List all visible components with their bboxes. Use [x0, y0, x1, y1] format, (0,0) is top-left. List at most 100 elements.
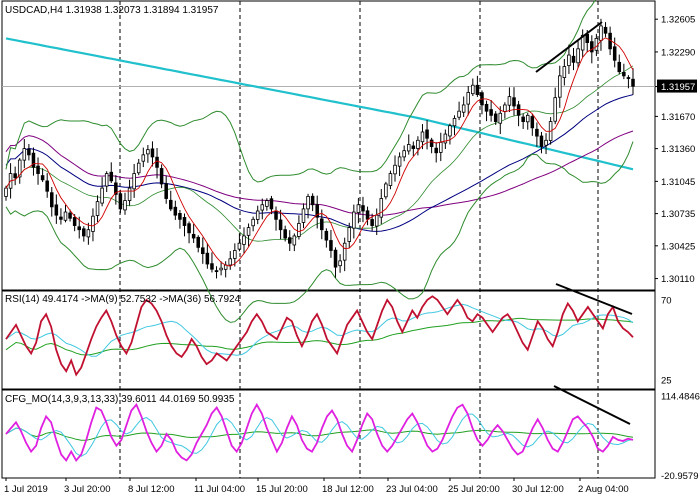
candle-body-17 [82, 228, 86, 237]
candle-body-52 [242, 235, 246, 245]
candle-body-43 [201, 247, 205, 255]
candle-79 [365, 206, 370, 226]
rsi-tick-label-1: 25 [661, 376, 672, 387]
candle-body-28 [132, 173, 136, 190]
candle-body-78 [361, 205, 365, 212]
candle-56 [260, 198, 265, 220]
candle-60 [278, 209, 283, 240]
candle-37 [173, 200, 178, 220]
candle-95 [439, 132, 443, 162]
candle-52 [242, 227, 246, 254]
candle-42 [196, 235, 200, 253]
rsi-ma36-line [5, 317, 634, 356]
candle-87 [402, 145, 406, 162]
ma-fast-line [5, 37, 634, 267]
time-tick-label-3: 11 Jul 04:00 [194, 484, 245, 495]
candle-body-31 [146, 149, 150, 155]
candle-body-105 [484, 103, 489, 112]
candle-body-71 [329, 240, 333, 251]
time-tick-label-0: 1 Jul 2019 [4, 484, 48, 495]
time-tick-label-5: 18 Jul 12:00 [322, 484, 374, 495]
candle-body-56 [260, 204, 265, 211]
candle-body-136 [626, 77, 631, 79]
candle-body-65 [301, 208, 306, 223]
candle-75 [347, 222, 352, 249]
candle-body-122 [562, 66, 567, 78]
candle-body-9 [45, 180, 49, 192]
candle-120 [553, 87, 557, 125]
candle-body-2 [13, 173, 17, 179]
price-tick-label-0: 1.32605 [661, 15, 695, 26]
candle-body-51 [237, 242, 242, 250]
time-tick-label-1: 3 Jul 20:00 [64, 484, 110, 495]
candle-133 [612, 37, 617, 68]
cfg-tick-label-0: 114.4846 [661, 392, 700, 403]
candle-15 [72, 214, 77, 232]
candle-84 [388, 170, 393, 190]
ma-long-line [5, 37, 634, 171]
candle-body-59 [274, 210, 278, 220]
candle-body-54 [251, 218, 255, 227]
candle-118 [544, 133, 548, 155]
candle-body-53 [246, 227, 251, 236]
candle-body-35 [164, 183, 168, 199]
candle-body-12 [59, 216, 63, 220]
candle-body-26 [123, 200, 127, 211]
current-price-label: 1.31957 [661, 82, 695, 93]
candle-body-96 [443, 133, 448, 144]
candle-body-36 [168, 199, 173, 210]
candle-body-111 [512, 97, 516, 107]
candle-124 [571, 48, 576, 71]
candle-body-4 [22, 148, 27, 161]
candle-8 [40, 168, 45, 183]
candle-92 [425, 120, 429, 150]
candle-12 [59, 208, 63, 225]
candle-body-130 [599, 25, 603, 41]
candle-31 [146, 145, 150, 163]
candle-body-10 [50, 192, 54, 208]
price-tick-label-4: 1.31360 [661, 144, 695, 155]
candle-71 [329, 229, 333, 258]
price-panel-title: USDCAD,H4 1.31938 1.32073 1.31894 1.3195… [5, 5, 219, 16]
candle-body-74 [342, 242, 347, 261]
candle-body-126 [580, 34, 585, 51]
candle-body-112 [516, 104, 521, 116]
candle-28 [132, 163, 136, 198]
candle-123 [567, 44, 571, 74]
candle-body-46 [214, 270, 219, 273]
candle-body-37 [173, 206, 178, 216]
candle-32 [150, 141, 155, 167]
candle-20 [95, 195, 100, 223]
candle-body-7 [36, 165, 40, 174]
candle-90 [416, 136, 420, 156]
candle-109 [503, 102, 507, 119]
candle-body-25 [118, 193, 123, 210]
candle-body-89 [411, 145, 416, 150]
candle-body-45 [210, 263, 214, 270]
candle-body-62 [287, 237, 292, 244]
candle-38 [178, 210, 182, 229]
candle-body-58 [269, 198, 274, 210]
candle-body-14 [68, 212, 72, 219]
candle-18 [86, 222, 91, 245]
candle-96 [443, 129, 448, 150]
candle-body-50 [233, 250, 237, 259]
candle-body-27 [127, 187, 132, 201]
candle-body-76 [352, 211, 356, 229]
candle-88 [406, 134, 411, 155]
candle-body-101 [466, 92, 471, 105]
candle-62 [287, 230, 292, 251]
candle-body-127 [585, 33, 589, 43]
candle-body-40 [187, 223, 191, 234]
candle-29 [136, 158, 141, 176]
time-tick-label-4: 15 Jul 20:00 [256, 484, 308, 495]
candle-body-88 [406, 144, 411, 152]
cfg-signal-line [5, 413, 634, 457]
candle-107 [493, 111, 498, 125]
candle-body-80 [370, 219, 374, 226]
panel-frames [1, 0, 656, 479]
candle-body-87 [402, 150, 406, 158]
candle-33 [155, 147, 159, 179]
candle-body-131 [603, 26, 608, 34]
